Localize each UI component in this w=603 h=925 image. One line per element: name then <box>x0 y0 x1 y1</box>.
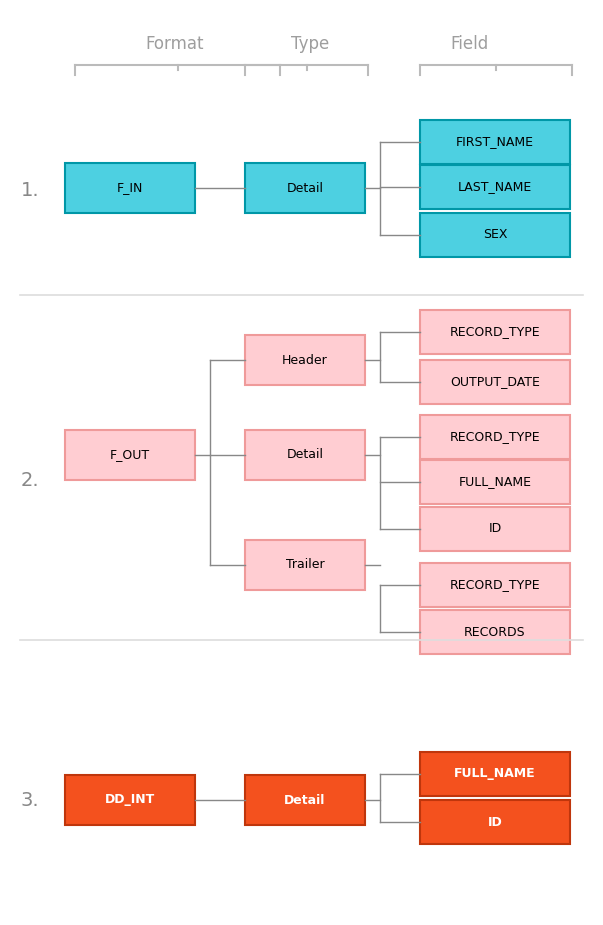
FancyBboxPatch shape <box>245 335 365 385</box>
Text: Field: Field <box>451 35 489 53</box>
Text: RECORD_TYPE: RECORD_TYPE <box>450 578 540 591</box>
FancyBboxPatch shape <box>420 415 570 459</box>
Text: RECORD_TYPE: RECORD_TYPE <box>450 430 540 443</box>
Text: FIRST_NAME: FIRST_NAME <box>456 135 534 149</box>
Text: FULL_NAME: FULL_NAME <box>458 475 531 488</box>
FancyBboxPatch shape <box>420 310 570 354</box>
Text: SEX: SEX <box>483 228 507 241</box>
Text: 3.: 3. <box>21 791 39 809</box>
FancyBboxPatch shape <box>65 775 195 825</box>
FancyBboxPatch shape <box>420 752 570 796</box>
Text: 2.: 2. <box>21 471 39 489</box>
FancyBboxPatch shape <box>420 360 570 404</box>
Text: 1.: 1. <box>21 180 39 200</box>
Text: DD_INT: DD_INT <box>105 794 155 807</box>
FancyBboxPatch shape <box>420 213 570 257</box>
Text: Format: Format <box>146 35 204 53</box>
FancyBboxPatch shape <box>65 163 195 213</box>
Text: Trailer: Trailer <box>286 559 324 572</box>
FancyBboxPatch shape <box>65 430 195 480</box>
Text: Header: Header <box>282 353 328 366</box>
Text: OUTPUT_DATE: OUTPUT_DATE <box>450 376 540 388</box>
FancyBboxPatch shape <box>245 430 365 480</box>
FancyBboxPatch shape <box>245 540 365 590</box>
Text: ID: ID <box>488 523 502 536</box>
FancyBboxPatch shape <box>420 120 570 164</box>
FancyBboxPatch shape <box>420 507 570 551</box>
Text: Detail: Detail <box>286 181 323 194</box>
Text: FULL_NAME: FULL_NAME <box>454 768 536 781</box>
FancyBboxPatch shape <box>420 563 570 607</box>
FancyBboxPatch shape <box>420 165 570 209</box>
FancyBboxPatch shape <box>245 775 365 825</box>
Text: RECORDS: RECORDS <box>464 625 526 638</box>
Text: F_OUT: F_OUT <box>110 449 150 462</box>
Text: ID: ID <box>488 816 502 829</box>
Text: LAST_NAME: LAST_NAME <box>458 180 532 193</box>
Text: Detail: Detail <box>286 449 323 462</box>
Text: Detail: Detail <box>284 794 326 807</box>
FancyBboxPatch shape <box>420 460 570 504</box>
Text: RECORD_TYPE: RECORD_TYPE <box>450 326 540 339</box>
FancyBboxPatch shape <box>420 610 570 654</box>
Text: F_IN: F_IN <box>117 181 143 194</box>
FancyBboxPatch shape <box>420 800 570 844</box>
FancyBboxPatch shape <box>245 163 365 213</box>
Text: Type: Type <box>291 35 329 53</box>
